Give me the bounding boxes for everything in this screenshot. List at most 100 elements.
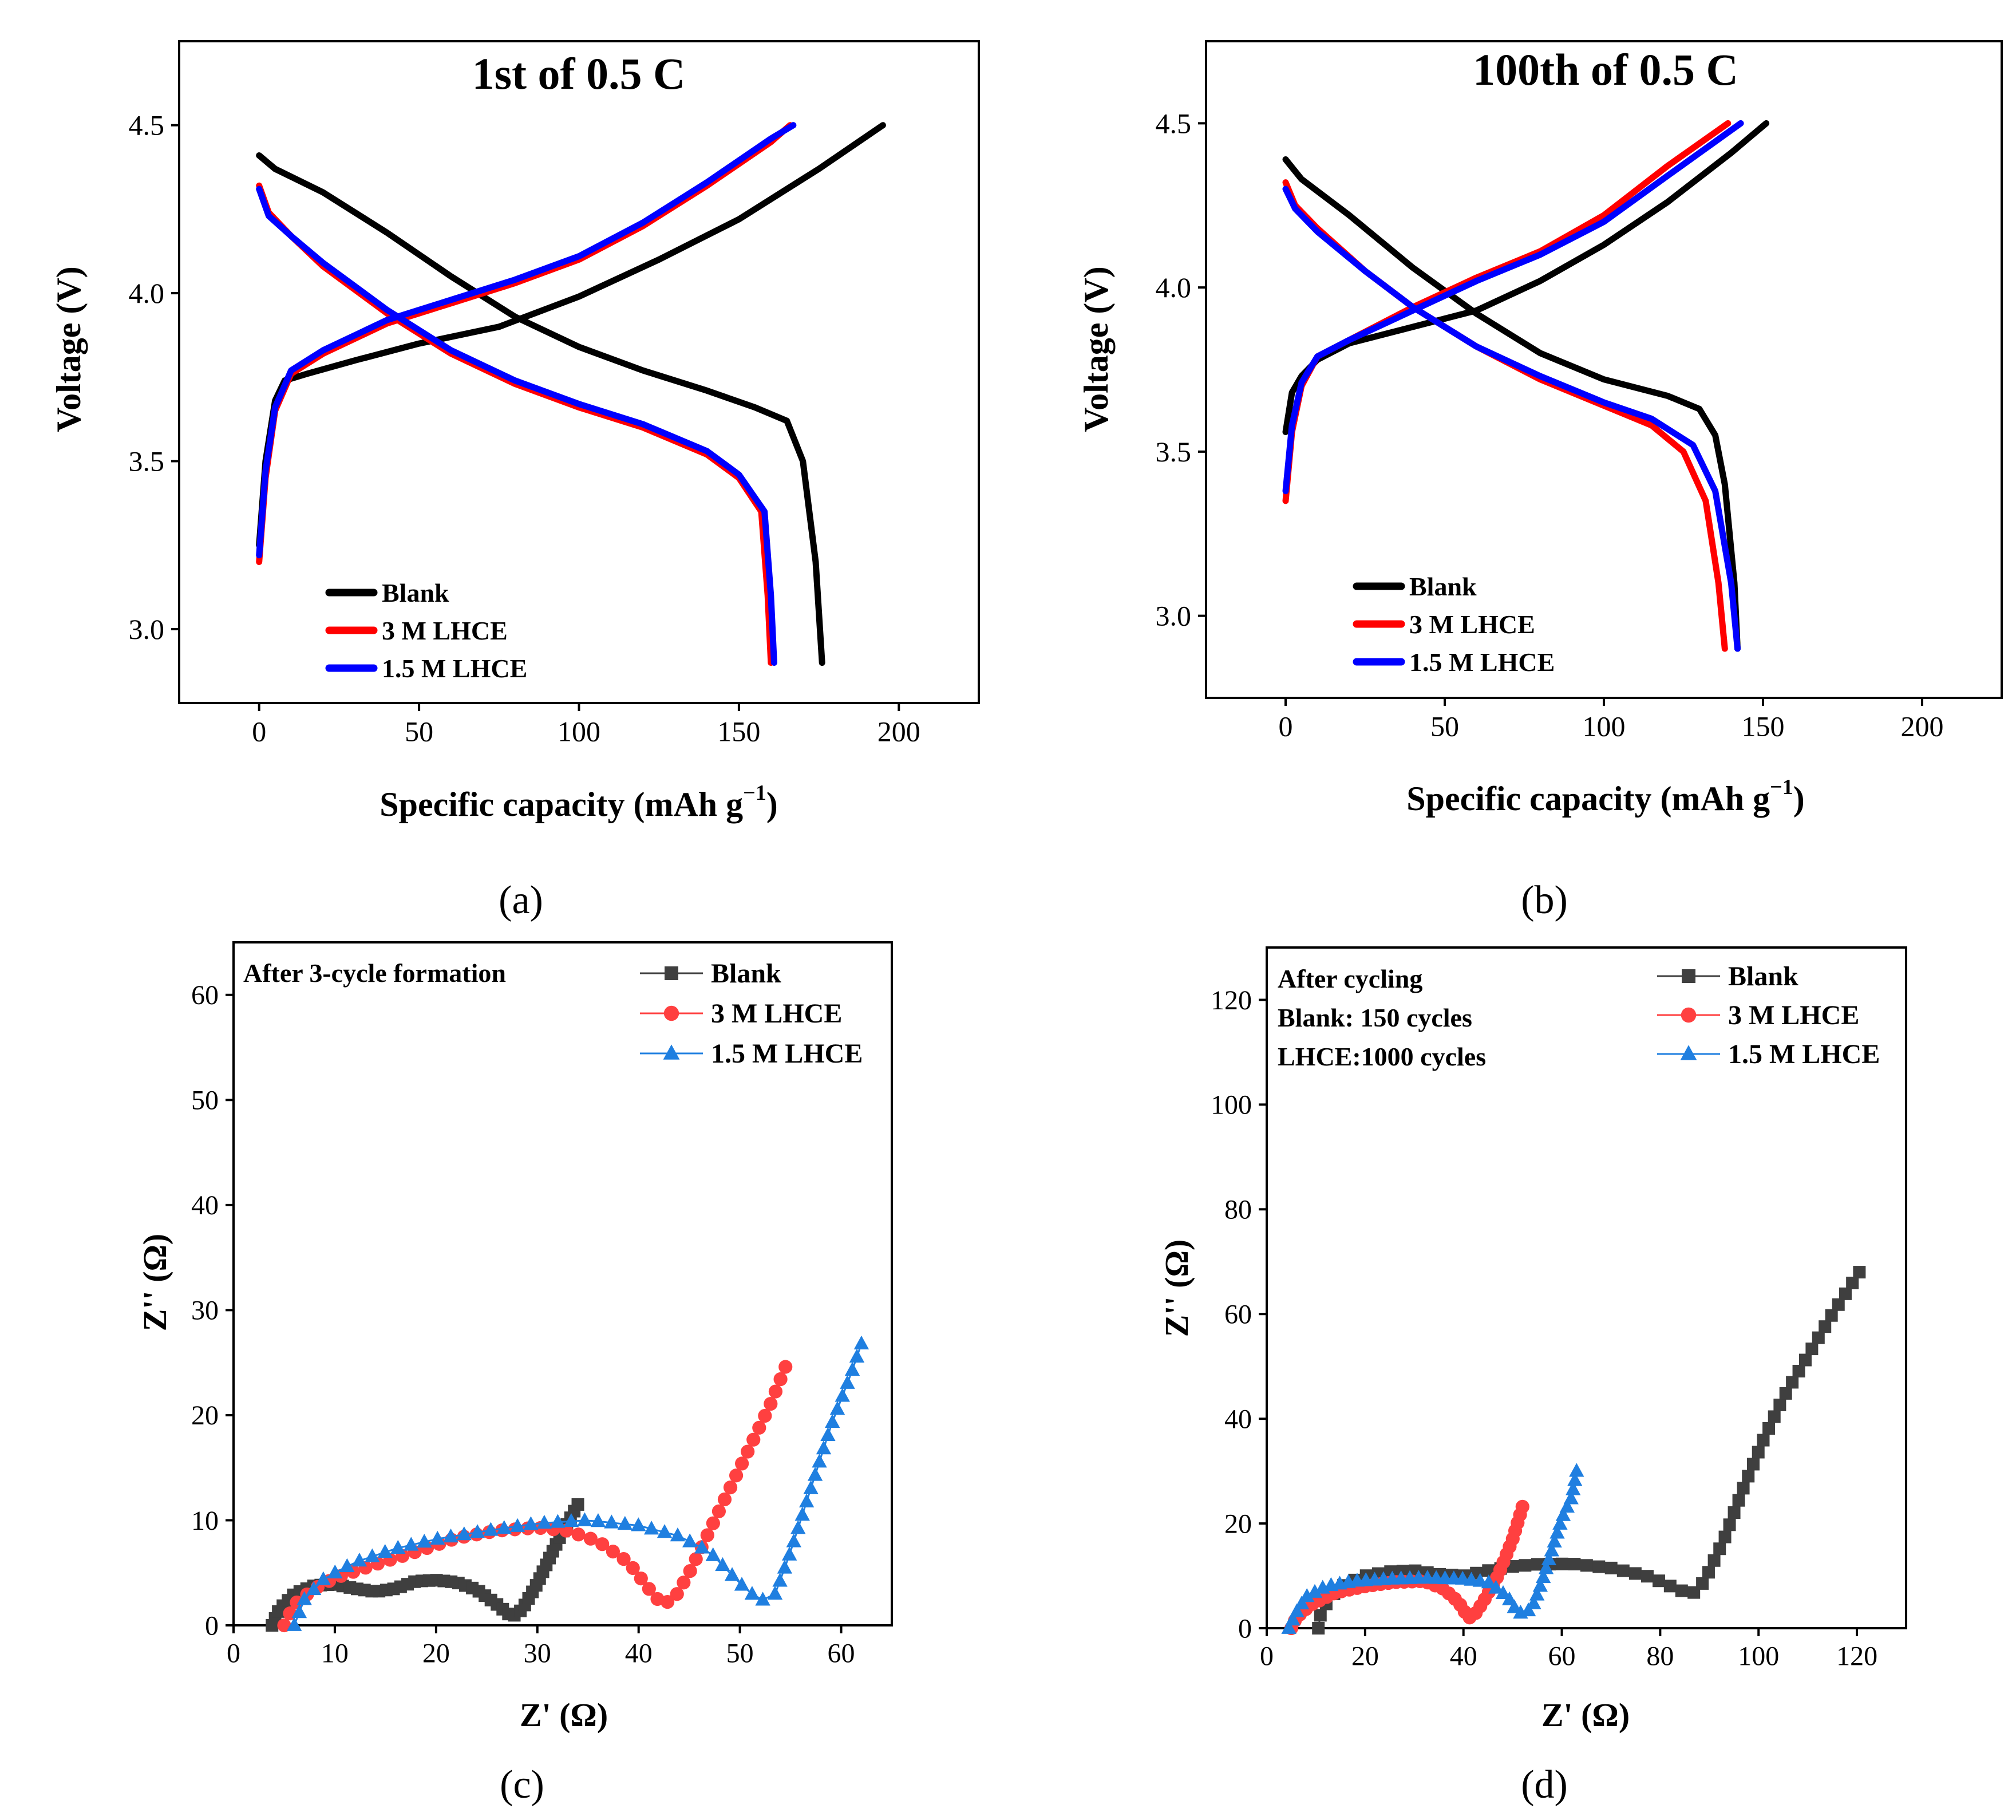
x-tick-label: 100 — [1738, 1641, 1779, 1671]
data-point — [746, 1432, 761, 1447]
y-tick-label: 40 — [191, 1190, 219, 1221]
data-point — [1737, 1482, 1750, 1495]
data-point — [1538, 1560, 1554, 1574]
data-point — [670, 1587, 684, 1601]
data-point — [1555, 1557, 1568, 1570]
x-tick-label: 60 — [1548, 1641, 1576, 1671]
data-point — [577, 1512, 592, 1526]
data-point — [1839, 1287, 1852, 1300]
data-point — [660, 1594, 675, 1609]
data-point — [689, 1552, 703, 1566]
chart-title: 100th of 0.5 C — [1473, 45, 1738, 94]
data-point — [844, 1361, 860, 1376]
panel-d-impedance-chart: After cycling Blank: 150 cycles LHCE:1000 … — [1158, 946, 1907, 1807]
data-point — [812, 1454, 827, 1468]
data-point — [1779, 1387, 1792, 1400]
data-point — [772, 1573, 788, 1587]
plot-frame — [232, 941, 893, 1626]
data-point — [816, 1440, 832, 1455]
data-point — [670, 1527, 686, 1542]
data-point — [803, 1480, 819, 1494]
data-point — [1529, 1586, 1545, 1601]
y-axis-title: Z'' (Ω) — [136, 1234, 173, 1332]
data-point — [1773, 1398, 1786, 1411]
data-point — [778, 1360, 793, 1374]
data-point — [1604, 1561, 1618, 1574]
x-axis-title: Specific capacity (mAh g−1) — [1406, 775, 1805, 818]
panel-label-d: (d) — [1521, 1763, 1568, 1807]
data-point — [790, 1520, 806, 1534]
annotation-line: After 3-cycle formation — [243, 958, 506, 988]
data-point — [1742, 1470, 1755, 1483]
data-point — [1752, 1446, 1765, 1459]
data-point — [351, 1553, 367, 1567]
data-point — [1718, 1530, 1732, 1543]
legend-label: 3 M LHCE — [711, 998, 842, 1029]
data-point — [306, 1581, 322, 1596]
legend-marker — [1681, 1007, 1697, 1023]
data-point — [682, 1533, 698, 1547]
y-axis-title: Z'' (Ω) — [1158, 1239, 1195, 1337]
data-point — [1792, 1364, 1805, 1377]
data-point — [617, 1515, 633, 1530]
data-point — [700, 1528, 714, 1542]
data-point — [631, 1517, 646, 1531]
x-axis-title: Z' (Ω) — [1541, 1696, 1630, 1734]
data-point — [509, 1518, 525, 1532]
data-point — [1663, 1580, 1677, 1593]
legend-label: 1.5 M LHCE — [1728, 1039, 1880, 1069]
x-tick-label: 20 — [422, 1638, 450, 1668]
data-point — [829, 1401, 845, 1415]
data-point — [1294, 1595, 1310, 1610]
data-point — [773, 1372, 788, 1387]
legend-marker — [663, 1044, 680, 1060]
y-tick-label: 0 — [205, 1610, 219, 1641]
data-point — [365, 1548, 380, 1562]
data-point — [1555, 1507, 1571, 1521]
data-point — [523, 1516, 539, 1530]
legend-marker — [1680, 1045, 1697, 1060]
panel-label-a: (a) — [499, 878, 543, 922]
data-point — [550, 1514, 566, 1528]
data-point — [1481, 1574, 1497, 1589]
y-tick-label: 60 — [191, 980, 219, 1010]
plot-frame — [1205, 40, 2003, 699]
data-point — [286, 1617, 302, 1631]
y-tick-label: 3.0 — [129, 613, 165, 645]
y-tick-label: 10 — [191, 1506, 219, 1536]
x-tick-label: 60 — [828, 1638, 855, 1668]
y-tick-label: 60 — [1224, 1300, 1252, 1330]
data-point — [583, 1531, 598, 1546]
data-point — [1281, 1620, 1296, 1634]
data-point — [1544, 1542, 1559, 1557]
data-point — [483, 1522, 499, 1536]
data-point — [1314, 1609, 1327, 1622]
x-tick-label: 10 — [321, 1638, 349, 1668]
data-point — [1653, 1574, 1666, 1588]
data-point — [536, 1514, 552, 1529]
annotation-line: LHCE:1000 cycles — [1278, 1042, 1486, 1071]
data-point — [744, 1586, 760, 1600]
data-point — [799, 1493, 815, 1508]
legend-label: 3 M LHCE — [382, 616, 508, 645]
data-point — [1307, 1584, 1323, 1598]
series-line-discharge — [256, 152, 825, 666]
data-point — [835, 1388, 850, 1402]
data-point — [1846, 1276, 1859, 1289]
data-point — [741, 1444, 755, 1459]
y-axis-title: Voltage (V) — [1077, 266, 1115, 432]
data-point — [1812, 1331, 1825, 1344]
data-point — [496, 1520, 512, 1534]
data-point — [595, 1537, 610, 1551]
data-point — [1541, 1551, 1557, 1566]
data-point — [1702, 1566, 1715, 1579]
data-point — [571, 1527, 586, 1542]
data-point — [729, 1468, 744, 1483]
data-point — [297, 1591, 312, 1605]
data-point — [723, 1481, 738, 1495]
x-tick-label: 50 — [1430, 710, 1459, 743]
data-point — [327, 1564, 343, 1578]
legend-label: 3 M LHCE — [1409, 610, 1535, 639]
data-point — [752, 1420, 766, 1435]
